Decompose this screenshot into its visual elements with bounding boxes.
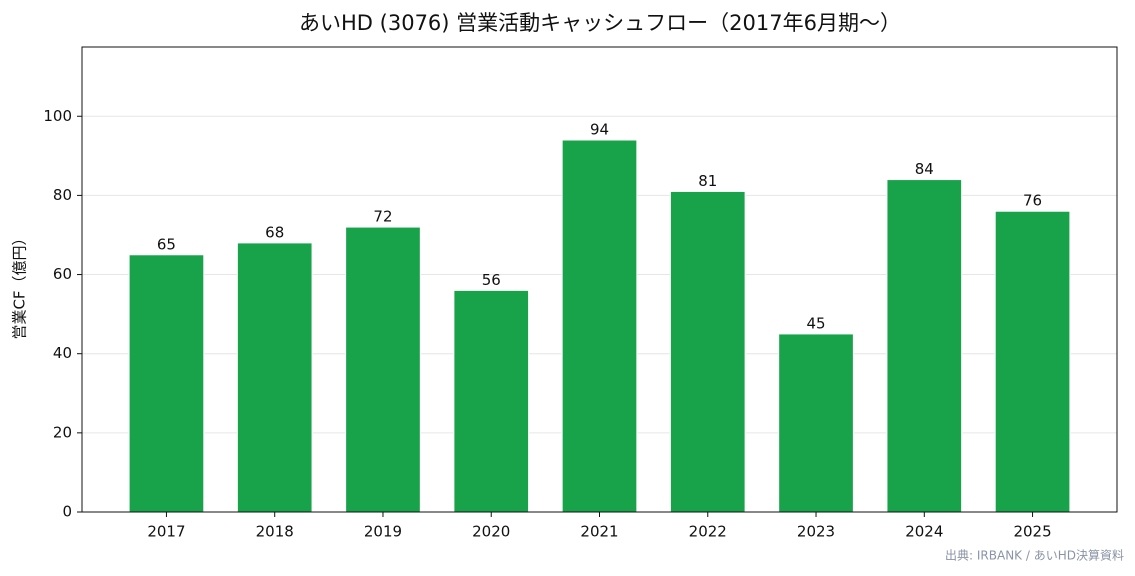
x-tick-label: 2021 — [580, 523, 618, 541]
y-tick-label: 100 — [43, 107, 72, 125]
bar — [669, 190, 746, 513]
x-tick-label: 2018 — [256, 523, 294, 541]
x-tick-label: 2024 — [905, 523, 943, 541]
y-tick-label: 40 — [53, 344, 72, 362]
bar — [236, 242, 313, 513]
x-tick-label: 2022 — [689, 523, 727, 541]
x-tick-label: 2019 — [364, 523, 402, 541]
data-label: 76 — [1023, 192, 1042, 210]
data-label: 56 — [482, 271, 501, 289]
y-tick-label: 80 — [53, 186, 72, 204]
data-label: 84 — [915, 160, 934, 178]
data-label: 65 — [157, 235, 176, 253]
data-label: 45 — [806, 314, 825, 332]
data-label: 81 — [698, 172, 717, 190]
plot-frame — [81, 46, 1118, 513]
bar — [128, 254, 205, 513]
y-axis-label: 営業CF（億円） — [11, 230, 29, 339]
x-tick-label: 2020 — [472, 523, 510, 541]
data-label: 94 — [590, 121, 609, 139]
bar — [453, 289, 530, 513]
bar — [994, 210, 1071, 513]
bar — [886, 179, 963, 513]
x-tick-label: 2025 — [1013, 523, 1051, 541]
data-label: 68 — [265, 223, 284, 241]
y-tick-label: 20 — [53, 423, 72, 441]
y-tick-label: 60 — [53, 265, 72, 283]
bar — [345, 226, 421, 513]
data-label: 72 — [373, 208, 392, 226]
x-tick-label: 2017 — [147, 523, 185, 541]
y-tick-label: 0 — [62, 503, 72, 521]
x-tick-label: 2023 — [797, 523, 835, 541]
source-note: 出典: IRBANK / あいHD決算資料 — [945, 548, 1124, 563]
chart-title: あいHD (3076) 営業活動キャッシュフロー（2017年6月期〜） — [299, 11, 901, 35]
bar — [778, 333, 854, 513]
bar — [561, 139, 638, 513]
